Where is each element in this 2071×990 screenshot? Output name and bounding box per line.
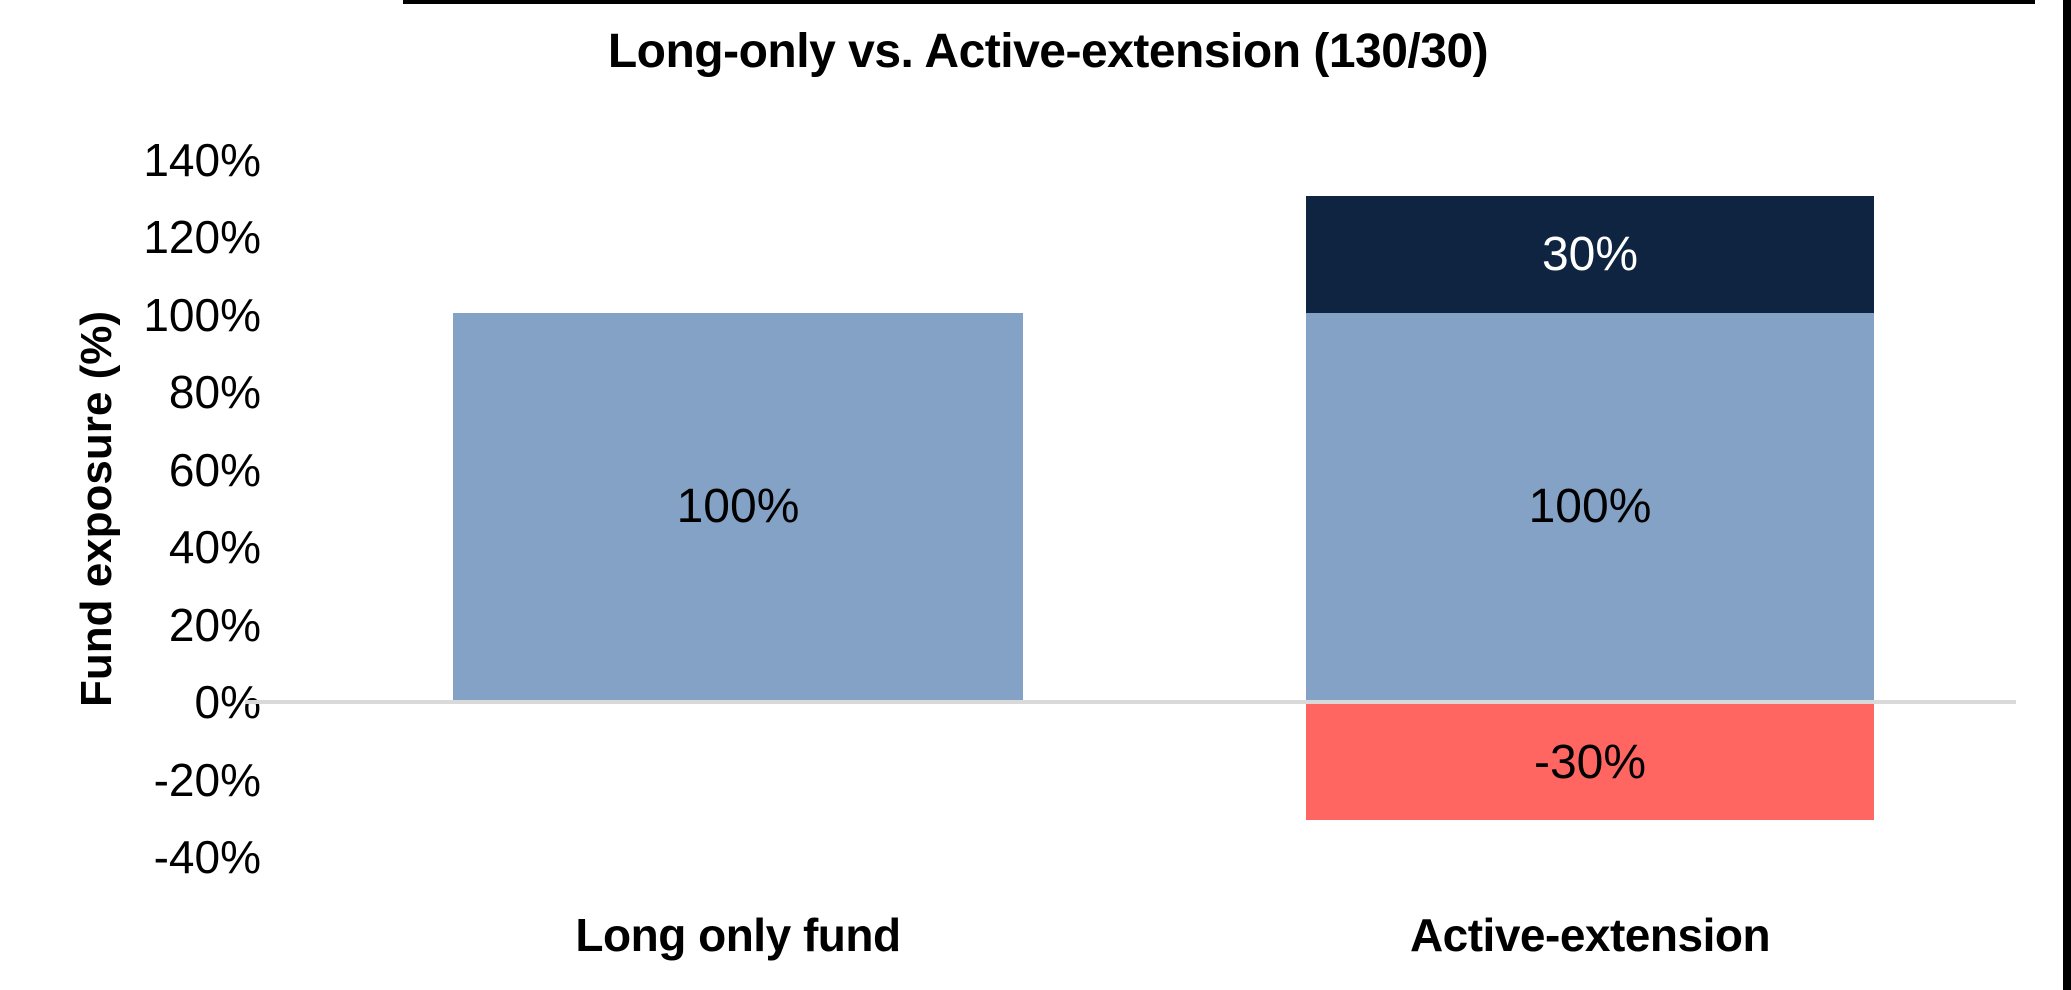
bar-segment-long-exposure: 100% [1306,312,1874,700]
y-tick-label: -40% [153,831,261,883]
y-tick-label: -20% [153,753,261,806]
y-tick-label: 0% [194,676,261,728]
y-tick-label: 80% [168,366,261,418]
y-tick-label: 60% [168,443,261,496]
y-tick-label: 120% [143,211,261,263]
data-label: 100% [1528,479,1652,533]
category-label: Active-extension [1409,909,1771,961]
y-tick-label: 140% [143,133,261,186]
data-label: 30% [1541,227,1639,281]
screenshot-crop-artifact-right [2063,0,2071,990]
bar-segment-short-exposure: -30% [1306,704,1874,821]
screenshot-crop-artifact-top [403,0,2035,4]
zero-gridline [245,700,2016,704]
y-tick-label: 100% [143,288,261,341]
chart-title: Long-only vs. Active-extension (130/30) [607,25,1489,78]
bar-segment-long-exposure: 100% [453,312,1023,700]
data-label: 100% [676,479,800,533]
y-tick-label: 20% [168,598,261,651]
category-label: Long only fund [575,909,901,961]
y-tick-label: 40% [168,521,261,573]
data-label: -30% [1533,735,1647,789]
bar-segment-extension-overweight: 30% [1306,196,1874,313]
